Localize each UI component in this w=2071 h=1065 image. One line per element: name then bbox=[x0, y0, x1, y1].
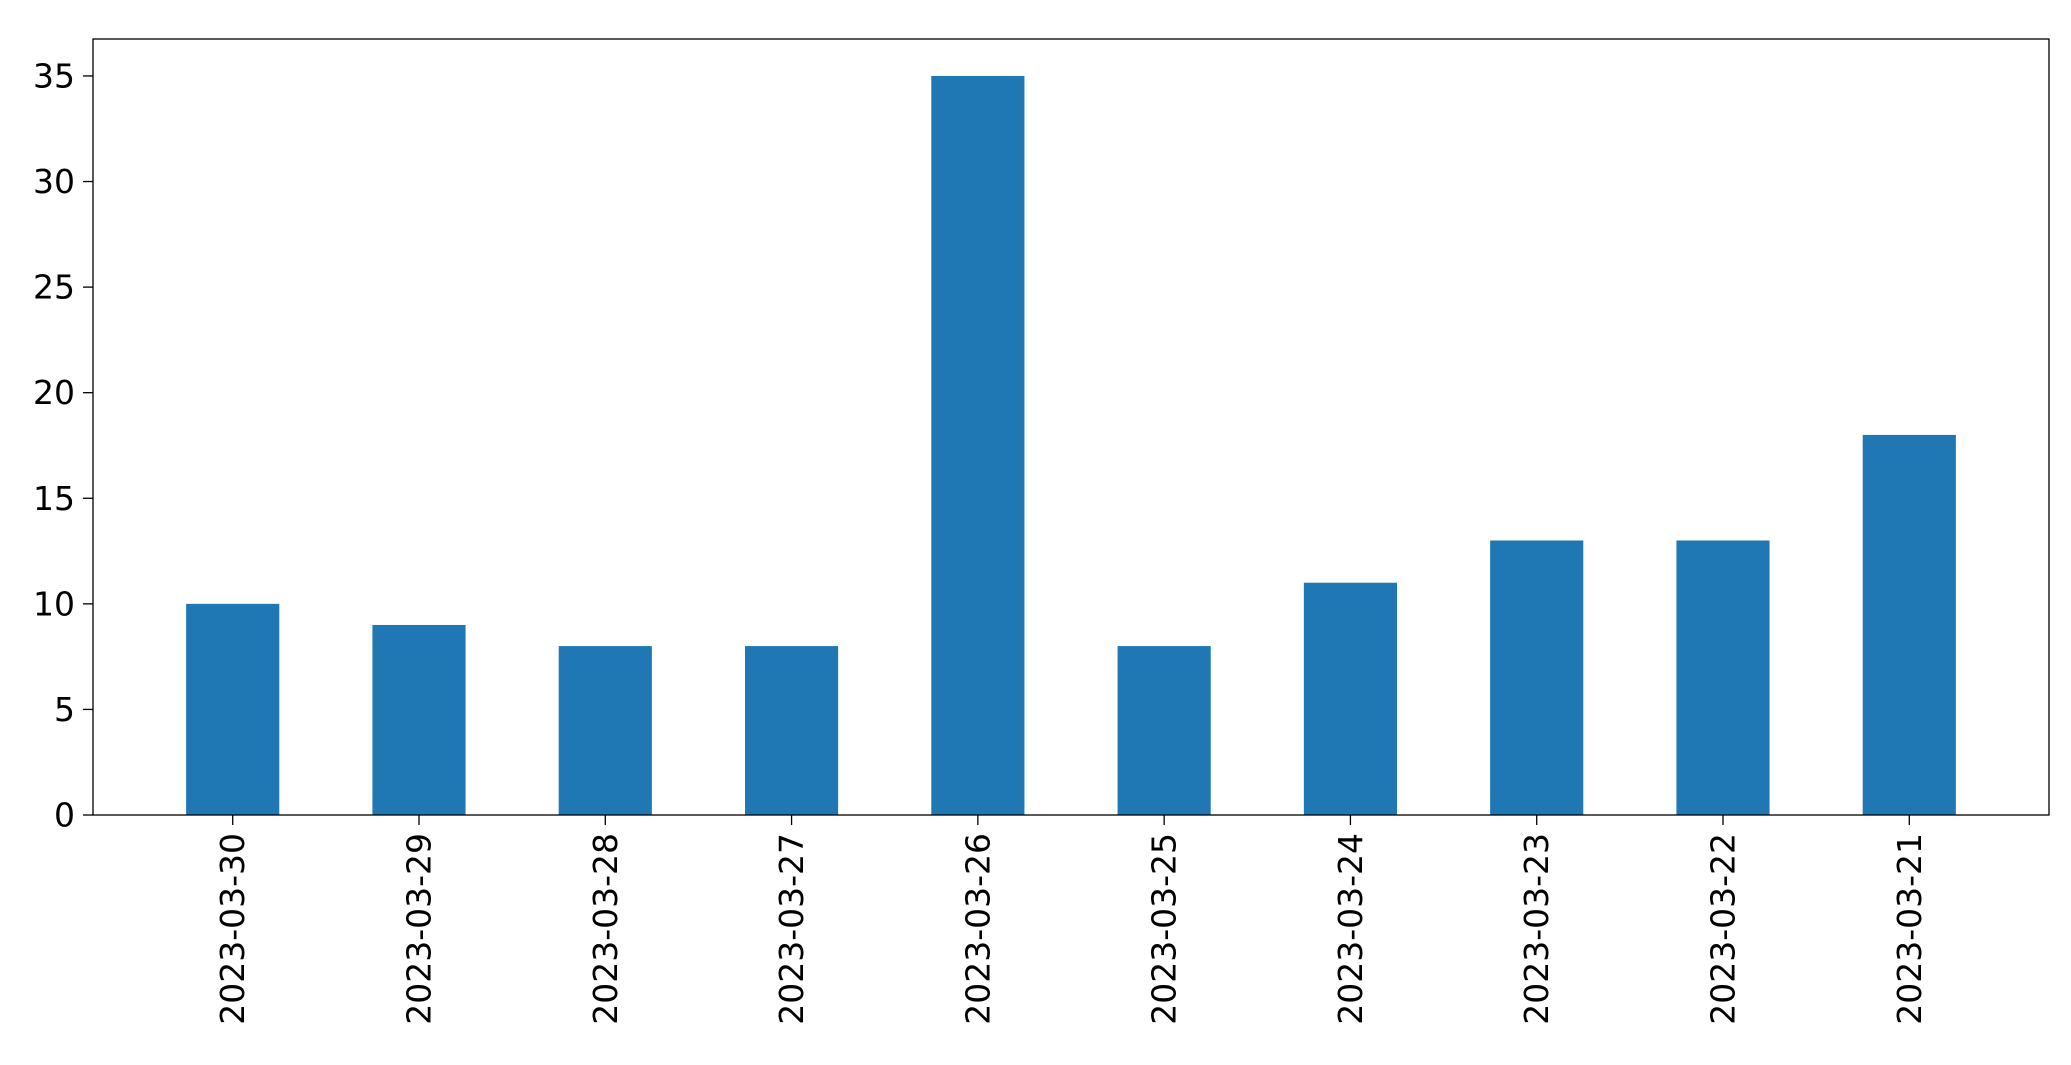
y-tick-label: 20 bbox=[33, 373, 75, 412]
bar-2023-03-27 bbox=[745, 646, 839, 815]
x-tick-label: 2023-03-30 bbox=[213, 833, 252, 1025]
bars-layer bbox=[186, 75, 1956, 815]
x-tick-label: 2023-03-23 bbox=[1517, 833, 1556, 1025]
x-tick-label: 2023-03-25 bbox=[1145, 833, 1184, 1025]
y-tick-label: 30 bbox=[33, 162, 75, 201]
x-tick-label: 2023-03-28 bbox=[586, 833, 625, 1025]
y-tick-label: 35 bbox=[33, 56, 75, 95]
bar-2023-03-24 bbox=[1303, 582, 1397, 815]
x-tick-label: 2023-03-26 bbox=[958, 833, 997, 1025]
bar-2023-03-25 bbox=[1117, 646, 1211, 815]
y-axis-ticks: 0 5 10 15 20 25 30 35 bbox=[33, 56, 93, 835]
bar-2023-03-23 bbox=[1490, 540, 1584, 815]
x-tick-label: 2023-03-29 bbox=[400, 833, 439, 1025]
y-tick-label: 15 bbox=[33, 479, 75, 518]
y-tick-label: 10 bbox=[33, 584, 75, 623]
x-tick-label: 2023-03-24 bbox=[1331, 833, 1370, 1025]
x-axis-ticks: 2023-03-30 2023-03-29 2023-03-28 2023-03-27… bbox=[213, 815, 1929, 1025]
plot-frame bbox=[92, 38, 2050, 816]
bar-2023-03-28 bbox=[558, 646, 652, 815]
y-tick-label: 5 bbox=[54, 690, 75, 729]
y-tick-label: 25 bbox=[33, 268, 75, 307]
bar-2023-03-21 bbox=[1862, 434, 1956, 815]
bar-2023-03-30 bbox=[186, 603, 280, 815]
x-tick-label: 2023-03-22 bbox=[1704, 833, 1743, 1025]
y-tick-label: 0 bbox=[54, 796, 75, 835]
bar-2023-03-29 bbox=[372, 624, 466, 815]
x-tick-label: 2023-03-27 bbox=[772, 833, 811, 1025]
x-tick-label: 2023-03-21 bbox=[1890, 833, 1929, 1025]
bar-2023-03-22 bbox=[1676, 540, 1770, 815]
bar-2023-03-26 bbox=[931, 75, 1025, 815]
